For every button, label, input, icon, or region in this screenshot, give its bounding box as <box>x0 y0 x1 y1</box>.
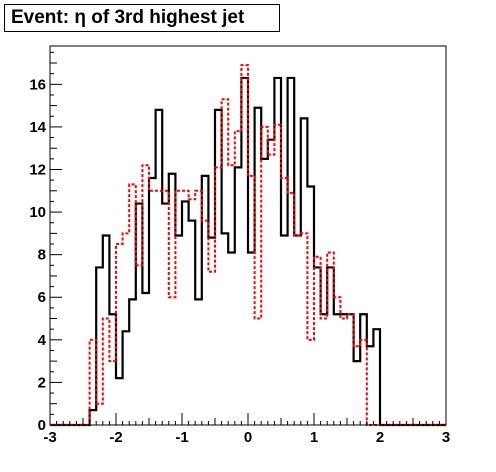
series-black-solid <box>50 76 446 427</box>
x-tick-label: -3 <box>43 429 56 446</box>
y-tick-label: 6 <box>38 289 46 306</box>
y-tick-label: 16 <box>29 76 46 93</box>
series-layer <box>50 64 446 427</box>
x-tick-label: 3 <box>442 429 450 446</box>
y-tick-label: 8 <box>38 247 46 264</box>
x-tick-label: -1 <box>175 429 188 446</box>
x-tick-label: 0 <box>244 429 252 446</box>
y-tick-label: 12 <box>29 161 46 178</box>
y-tick-label: 0 <box>38 417 46 434</box>
series-red-dashed <box>50 64 446 426</box>
y-tick-label: 10 <box>29 204 46 221</box>
x-tick-label: -2 <box>109 429 122 446</box>
y-tick-label: 14 <box>29 119 46 136</box>
y-tick-label: 4 <box>38 332 47 349</box>
x-tick-label: 1 <box>310 429 318 446</box>
x-tick-label: 2 <box>376 429 384 446</box>
chart-title: Event: η of 3rd highest jet <box>4 4 280 32</box>
y-tick-label: 2 <box>38 374 46 391</box>
